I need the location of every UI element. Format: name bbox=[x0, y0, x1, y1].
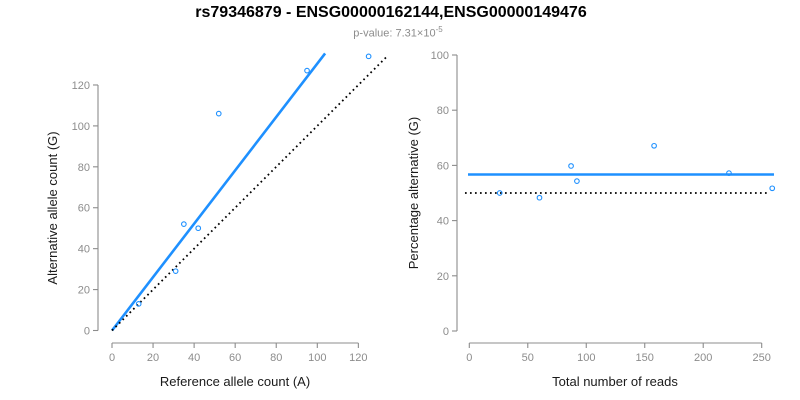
y-tick-label: 60 bbox=[437, 160, 449, 172]
x-tick-label: 120 bbox=[349, 352, 367, 364]
p-value-subtitle: p-value: 7.31×10-5 bbox=[0, 25, 796, 40]
data-point bbox=[536, 194, 543, 201]
allele-counts-scatter: 0 20 40 60 80 100 120 0 20 40 60 80 100 120 Reference … bbox=[45, 52, 388, 389]
x-axis bbox=[468, 342, 763, 348]
data-point bbox=[651, 142, 657, 149]
x-axis-title: Total number of reads bbox=[552, 374, 678, 389]
y-tick-label: 80 bbox=[78, 162, 90, 174]
x-tick-label: 200 bbox=[694, 352, 712, 364]
x-tick-label: 0 bbox=[466, 352, 472, 364]
x-axis bbox=[111, 342, 359, 348]
y-tick-label: 60 bbox=[78, 203, 90, 215]
y-axis-title: Alternative allele count (G) bbox=[45, 131, 60, 284]
data-point bbox=[215, 110, 222, 117]
data-point bbox=[195, 225, 202, 232]
x-tick-label: 20 bbox=[147, 352, 159, 364]
x-tick-label: 250 bbox=[753, 352, 771, 364]
y-tick-label: 20 bbox=[437, 271, 449, 283]
data-point bbox=[726, 170, 732, 176]
regression-line bbox=[110, 52, 327, 332]
data-point bbox=[365, 53, 372, 60]
data-point bbox=[181, 221, 187, 227]
y-tick-label: 120 bbox=[72, 80, 90, 92]
data-point bbox=[496, 190, 503, 196]
y-tick-label: 80 bbox=[437, 105, 449, 117]
data-point bbox=[304, 67, 310, 74]
y-axis-title: Percentage alternative (G) bbox=[406, 117, 421, 269]
y-tick-label: 40 bbox=[437, 216, 449, 228]
x-tick-label: 40 bbox=[188, 352, 200, 364]
y-tick-label: 40 bbox=[78, 244, 90, 256]
data-point bbox=[568, 163, 574, 169]
page-title: rs79346879 - ENSG00000162144,ENSG0000014… bbox=[195, 4, 587, 21]
data-point bbox=[769, 185, 776, 192]
p-value-text: p-value: 7.31×10 bbox=[353, 27, 436, 40]
x-tick-label: 100 bbox=[308, 352, 326, 364]
identity-line bbox=[111, 55, 388, 332]
data-point bbox=[574, 178, 580, 184]
x-tick-label: 60 bbox=[229, 352, 241, 364]
y-tick-label: 0 bbox=[84, 326, 90, 338]
y-tick-label: 20 bbox=[78, 285, 90, 297]
percentage-vs-reads-scatter: 0 50 100 150 200 250 0 20 40 60 80 100 Total number … bbox=[406, 50, 776, 389]
y-axis bbox=[452, 54, 458, 332]
y-tick-label: 100 bbox=[72, 121, 90, 133]
x-tick-label: 50 bbox=[522, 352, 534, 364]
x-tick-label: 150 bbox=[636, 352, 654, 364]
data-point bbox=[135, 301, 142, 307]
data-point bbox=[172, 268, 179, 275]
y-tick-label: 0 bbox=[443, 326, 449, 338]
y-tick-label: 100 bbox=[431, 50, 449, 62]
x-tick-label: 0 bbox=[109, 352, 115, 364]
x-axis-title: Reference allele count (A) bbox=[160, 374, 310, 389]
data-points bbox=[135, 53, 372, 307]
p-value-exponent: -5 bbox=[435, 25, 443, 34]
x-tick-label: 80 bbox=[270, 352, 282, 364]
y-axis bbox=[93, 84, 99, 332]
data-points bbox=[496, 142, 776, 201]
x-tick-label: 100 bbox=[577, 352, 595, 364]
